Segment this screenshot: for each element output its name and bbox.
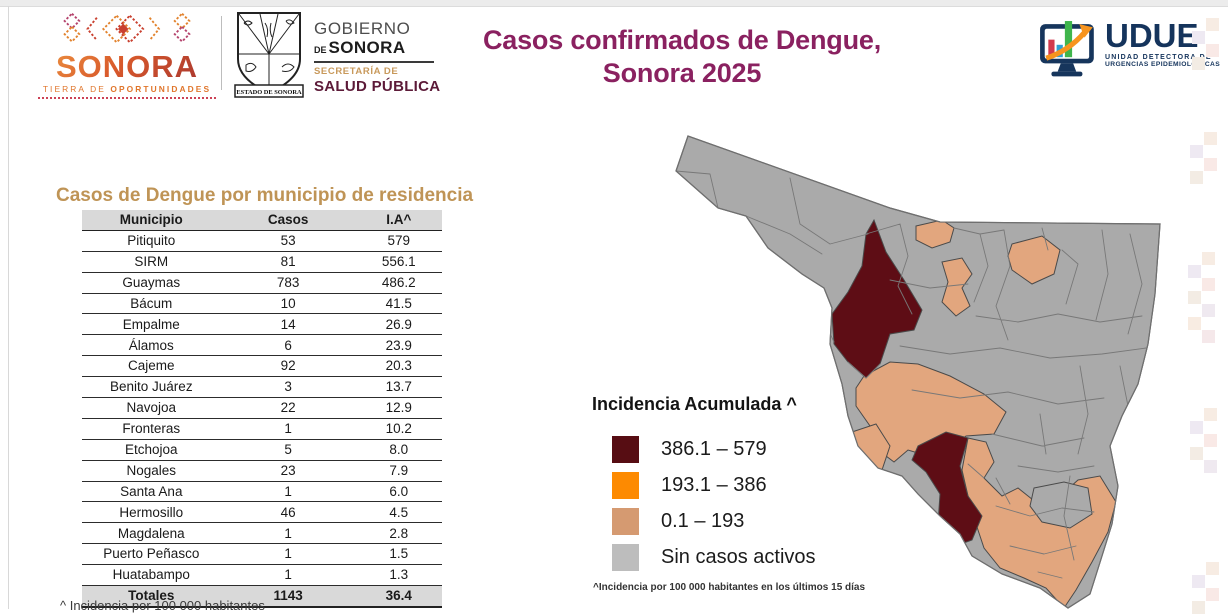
legend-swatch-high bbox=[612, 435, 639, 463]
legend-title: Incidencia Acumulada ^ bbox=[592, 394, 797, 414]
map-region-guaymas-sirm bbox=[911, 431, 983, 549]
shield-caption: ESTADO DE SONORA bbox=[236, 89, 302, 96]
table-row: SIRM 81 556.1 bbox=[82, 251, 442, 273]
table-title: Casos de Dengue por municipio de residen… bbox=[56, 185, 474, 206]
table-row: Santa Ana 1 6.0 bbox=[82, 481, 442, 503]
table-totals-row: Totales 1143 36.4 bbox=[82, 585, 442, 608]
dengue-table: Municipio Casos I.A^ Pitiquito 53 579 SIRM… bbox=[82, 210, 442, 608]
secretaria-de-label: SECRETARÍA DE bbox=[314, 66, 399, 77]
legend-item: 0.1 – 193 bbox=[612, 503, 816, 539]
gobierno-line1: GOBIERNO bbox=[314, 19, 411, 38]
table-row: Magdalena 1 2.8 bbox=[82, 522, 442, 545]
page-left-edge bbox=[8, 6, 9, 609]
legend-swatch-medium bbox=[612, 471, 639, 499]
table-row: Etchojoa 5 8.0 bbox=[82, 439, 442, 461]
udue-logo: UDUE UNIDAD DETECTORA DE URGENCIAS EPIDE… bbox=[1038, 17, 1221, 82]
col-header-ia: I.A^ bbox=[355, 210, 442, 231]
legend-swatch-low bbox=[612, 507, 639, 535]
map-region-south-municipalities bbox=[961, 437, 1117, 608]
gobierno-line2: DE SONORA bbox=[314, 38, 406, 57]
table-header-row: Municipio Casos I.A^ bbox=[82, 210, 442, 231]
sonora-logo: SONORA TIERRA DE OPORTUNIDADES bbox=[34, 12, 220, 99]
legend-item: 193.1 – 386 bbox=[612, 467, 816, 503]
estado-de-sonora-shield-icon: ESTADO DE SONORA bbox=[234, 12, 304, 98]
header-divider bbox=[221, 16, 222, 90]
table-row: Guaymas 783 486.2 bbox=[82, 272, 442, 294]
sonora-choropleth-map bbox=[675, 135, 1161, 609]
table-row: Cajeme 92 20.3 bbox=[82, 355, 442, 378]
table-row: Nogales 23 7.9 bbox=[82, 460, 442, 482]
udue-monitor-icon bbox=[1040, 21, 1094, 77]
table-row: Pitiquito 53 579 bbox=[82, 230, 442, 252]
udue-text: UDUE UNIDAD DETECTORA DE URGENCIAS EPIDE… bbox=[1105, 17, 1221, 69]
table-row: Navojoa 22 12.9 bbox=[82, 397, 442, 419]
table-row: Benito Juárez 3 13.7 bbox=[82, 376, 442, 399]
legend-item: 386.1 – 579 bbox=[612, 431, 816, 467]
gobierno-sonora-logo: GOBIERNO DE SONORA SECRETARÍA DE SALUD P… bbox=[314, 20, 440, 94]
map-region-rosario bbox=[1029, 481, 1093, 529]
page-title-line2: Sonora 2025 bbox=[602, 57, 762, 88]
udue-subtitle-line1: UNIDAD DETECTORA DE bbox=[1105, 54, 1212, 62]
legend-footnote: ^Incidencia por 100 000 habitantes en lo… bbox=[593, 582, 866, 593]
sonora-dotted-line bbox=[38, 97, 216, 99]
page-title: Casos confirmados de Dengue, Sonora 2025 bbox=[440, 24, 924, 90]
table-row: Puerto Peñasco 1 1.5 bbox=[82, 543, 442, 566]
table-row: Bácum 10 41.5 bbox=[82, 293, 442, 315]
table-row: Empalme 14 26.9 bbox=[82, 313, 442, 336]
map-municipal-boundaries bbox=[676, 170, 1147, 579]
col-header-casos: Casos bbox=[220, 210, 356, 231]
table-row: Huatabampo 1 1.3 bbox=[82, 564, 442, 587]
sonora-logo-tagline: TIERRA DE OPORTUNIDADES bbox=[42, 84, 212, 94]
table-row: Fronteras 1 10.2 bbox=[82, 418, 442, 440]
salud-publica-label: SALUD PÚBLICA bbox=[314, 77, 441, 95]
udue-acronym: UDUE bbox=[1105, 17, 1199, 54]
col-header-municipio: Municipio bbox=[82, 210, 221, 231]
gobierno-rule bbox=[314, 61, 434, 63]
legend-item: Sin casos activos bbox=[612, 539, 816, 575]
map-legend: Incidencia Acumulada ^ 386.1 – 579 193.1… bbox=[592, 394, 816, 575]
page-top-edge bbox=[0, 0, 1228, 7]
table-footnote: ^ Incidencia por 100 000 habitantes bbox=[60, 598, 265, 613]
page-title-line1: Casos confirmados de Dengue, bbox=[483, 25, 881, 55]
sonora-pattern-icon bbox=[63, 12, 191, 44]
legend-swatch-none bbox=[612, 543, 639, 571]
table-row: Álamos 6 23.9 bbox=[82, 334, 442, 357]
map-region-magdalena-santa-ana bbox=[941, 257, 973, 317]
map-state-border bbox=[675, 135, 1161, 609]
sonora-logo-name: SONORA bbox=[34, 51, 220, 82]
table-row: Hermosillo 46 4.5 bbox=[82, 501, 442, 524]
udue-subtitle-line2: URGENCIAS EPIDEMIOLÓGICAS bbox=[1105, 61, 1221, 69]
